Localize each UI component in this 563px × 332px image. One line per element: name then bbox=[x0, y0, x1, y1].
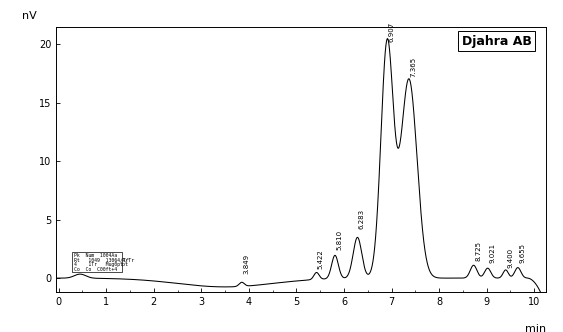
Text: 8.725: 8.725 bbox=[475, 241, 481, 261]
Text: nV: nV bbox=[22, 11, 37, 21]
Text: 4    1Tr   Mug0pt: 4 1Tr Mug0pt bbox=[74, 262, 123, 267]
Text: Co  Co  C00ft+4: Co Co C00ft+4 bbox=[74, 267, 117, 272]
Text: 5.810: 5.810 bbox=[337, 230, 342, 250]
Text: Pk  Num  1004Aa: Pk Num 1004Aa bbox=[75, 254, 122, 259]
Text: Rt   1049  13064/Tr: Rt 1049 13064/Tr bbox=[74, 258, 128, 263]
Text: Co  Co  C00ft+4: Co Co C00ft+4 bbox=[75, 267, 122, 272]
Text: 6.283: 6.283 bbox=[359, 209, 365, 229]
Text: min: min bbox=[525, 324, 546, 332]
Text: 4    1Tr   Mug0pt: 4 1Tr Mug0pt bbox=[75, 262, 128, 268]
Text: 9.400: 9.400 bbox=[507, 247, 513, 268]
Text: Djahra AB: Djahra AB bbox=[462, 35, 531, 47]
Text: 6.907: 6.907 bbox=[388, 22, 395, 42]
Text: 5.422: 5.422 bbox=[318, 249, 324, 269]
Text: 7.365: 7.365 bbox=[410, 57, 417, 77]
Text: 9.655: 9.655 bbox=[519, 243, 525, 263]
Text: Rt   1049  13064/Tr: Rt 1049 13064/Tr bbox=[75, 258, 135, 263]
Text: Pk  Num  1004Aa: Pk Num 1004Aa bbox=[74, 253, 117, 258]
Text: 9.021: 9.021 bbox=[489, 243, 495, 263]
FancyBboxPatch shape bbox=[72, 252, 122, 272]
Text: 3.849: 3.849 bbox=[243, 254, 249, 274]
